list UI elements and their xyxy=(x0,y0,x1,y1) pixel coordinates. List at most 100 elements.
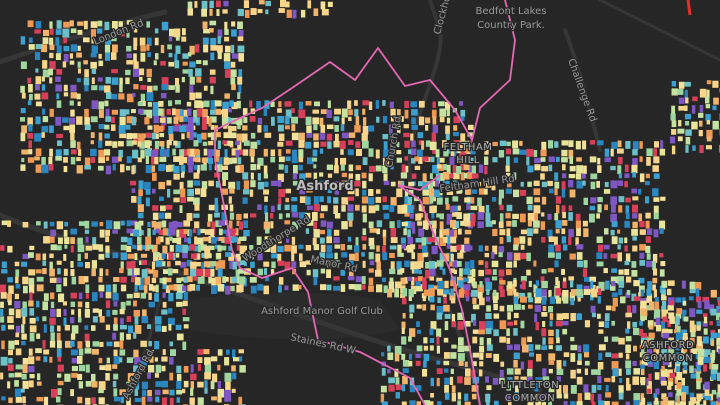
building xyxy=(410,133,414,141)
building xyxy=(464,401,471,405)
building xyxy=(63,53,69,63)
building xyxy=(194,236,198,245)
building xyxy=(431,109,437,118)
building xyxy=(162,349,166,355)
building xyxy=(76,157,81,162)
building xyxy=(548,140,554,149)
building xyxy=(706,136,712,142)
building xyxy=(168,308,173,314)
building xyxy=(35,68,39,73)
building xyxy=(137,101,144,106)
building xyxy=(69,117,76,124)
building xyxy=(98,165,104,171)
building xyxy=(222,140,228,145)
building xyxy=(472,329,480,334)
building xyxy=(533,180,540,186)
building xyxy=(486,401,490,405)
building xyxy=(77,29,83,35)
building xyxy=(527,376,533,382)
building xyxy=(520,376,527,381)
building xyxy=(610,196,618,205)
building xyxy=(34,156,40,161)
building xyxy=(430,321,437,330)
building xyxy=(699,145,704,154)
building xyxy=(90,140,94,145)
building xyxy=(450,220,457,228)
building xyxy=(368,205,376,214)
building xyxy=(209,20,217,26)
building xyxy=(238,276,246,285)
building xyxy=(225,252,232,257)
building xyxy=(499,213,504,223)
building xyxy=(228,181,236,189)
building xyxy=(498,269,505,277)
area-label: FELTHAM xyxy=(444,142,493,153)
building xyxy=(500,361,505,367)
building xyxy=(313,229,320,238)
building xyxy=(209,69,216,75)
building xyxy=(492,228,498,237)
building xyxy=(676,341,682,347)
building xyxy=(57,325,61,332)
building xyxy=(187,237,191,244)
building xyxy=(56,284,62,292)
building xyxy=(201,8,207,17)
building xyxy=(499,237,504,244)
building xyxy=(70,269,75,276)
building xyxy=(627,321,631,329)
building xyxy=(137,204,144,213)
road xyxy=(0,9,168,65)
building xyxy=(514,376,519,382)
building xyxy=(389,124,393,134)
building xyxy=(133,53,137,62)
building xyxy=(168,126,174,135)
building xyxy=(418,157,423,164)
building xyxy=(169,372,174,381)
building xyxy=(250,172,254,180)
building xyxy=(633,393,640,401)
building xyxy=(236,244,240,251)
building xyxy=(271,116,275,126)
building xyxy=(467,276,474,284)
building xyxy=(168,61,175,67)
building xyxy=(667,288,672,296)
building xyxy=(437,401,442,405)
building xyxy=(119,133,127,139)
building xyxy=(641,397,646,405)
building xyxy=(161,253,166,259)
building xyxy=(411,109,418,116)
building xyxy=(676,365,680,373)
building xyxy=(540,221,546,230)
building xyxy=(659,253,664,258)
building xyxy=(439,229,444,239)
building xyxy=(513,312,519,319)
building xyxy=(228,117,232,124)
building xyxy=(197,276,205,284)
building xyxy=(562,244,568,251)
building xyxy=(390,237,398,243)
building xyxy=(218,260,226,269)
building xyxy=(277,260,285,266)
building xyxy=(396,261,402,270)
building xyxy=(277,237,282,244)
building xyxy=(84,229,90,234)
building xyxy=(662,332,670,339)
building xyxy=(432,164,439,174)
building xyxy=(99,365,106,370)
building xyxy=(625,328,630,334)
building xyxy=(42,116,49,123)
building xyxy=(159,156,167,162)
building xyxy=(354,100,358,106)
building xyxy=(300,9,306,18)
building xyxy=(533,150,538,157)
building xyxy=(148,292,152,300)
building xyxy=(654,141,659,148)
building xyxy=(689,308,696,318)
building xyxy=(368,125,375,132)
building xyxy=(568,205,573,211)
building xyxy=(683,333,688,339)
building xyxy=(444,280,449,289)
building xyxy=(182,252,188,259)
building xyxy=(390,165,394,170)
building xyxy=(340,269,346,276)
